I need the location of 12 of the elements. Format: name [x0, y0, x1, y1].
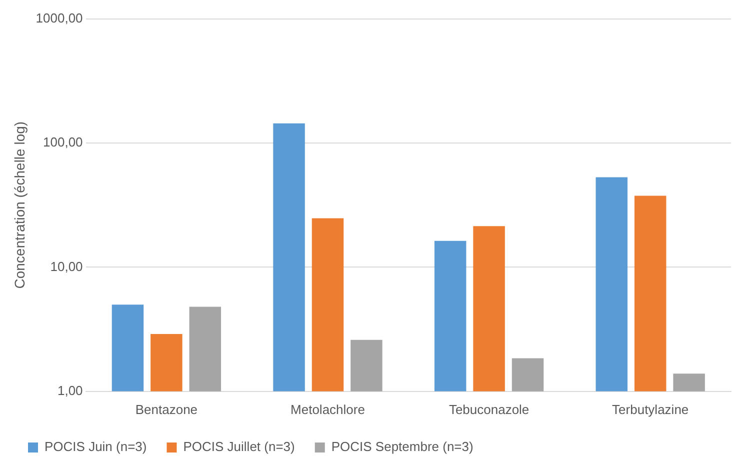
x-tick-label: Metolachlore [290, 402, 365, 417]
y-axis-title: Concentration (échelle log) [11, 121, 28, 289]
y-tick-label: 1000,00 [36, 10, 83, 26]
x-tick-label: Terbutylazine [612, 402, 689, 417]
y-tick-label: 1,00 [57, 382, 83, 398]
y-tick-label: 100,00 [43, 134, 83, 150]
legend-label: POCIS Juin (n=3) [44, 439, 147, 454]
x-tick-label: Bentazone [135, 402, 198, 417]
x-tick-label: Tebuconazole [448, 402, 530, 417]
legend-label: POCIS Juillet (n=3) [183, 439, 295, 454]
legend-label: POCIS Septembre (n=3) [331, 439, 474, 454]
y-tick-label: 10,00 [50, 258, 83, 274]
